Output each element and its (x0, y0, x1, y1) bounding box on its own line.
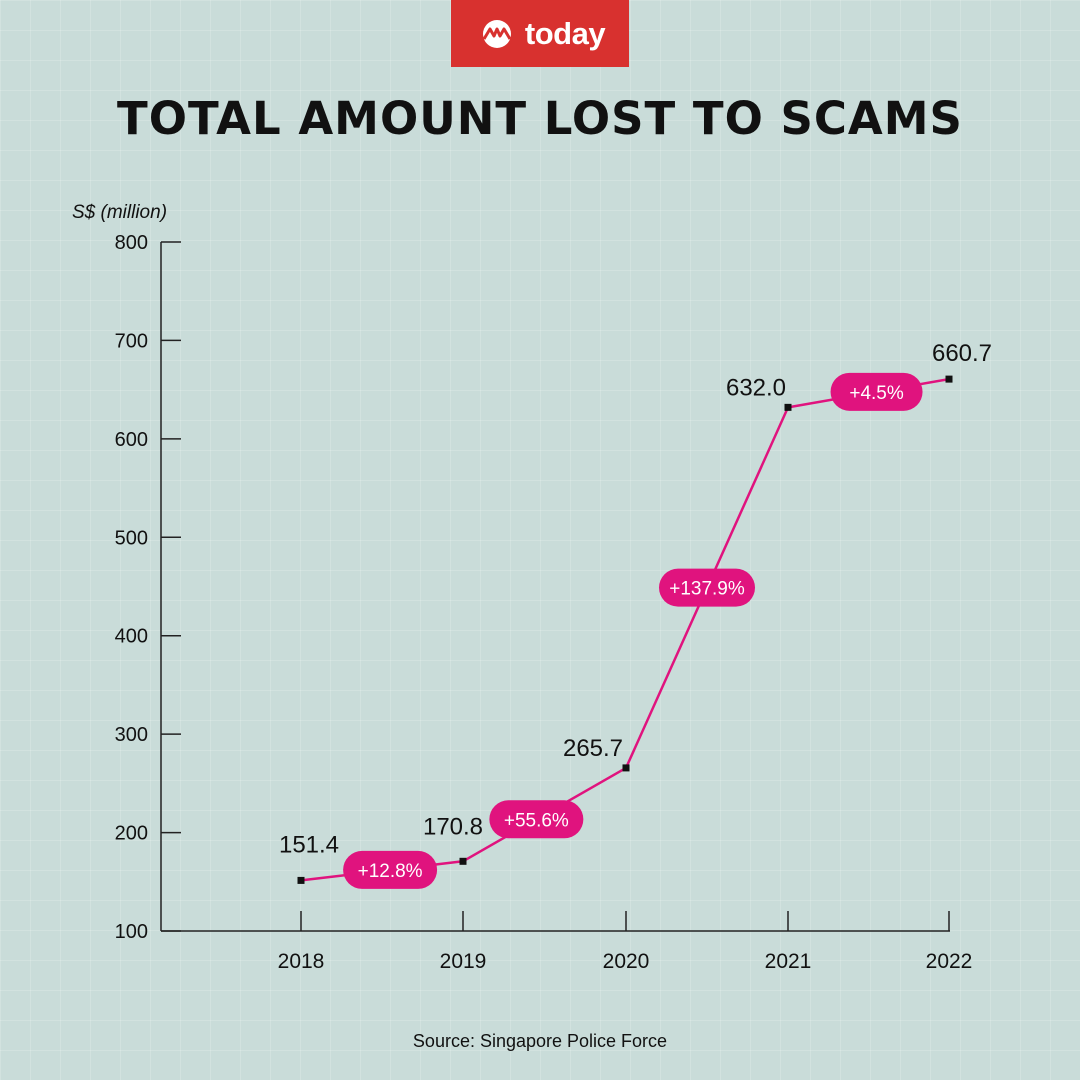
x-tick-label: 2020 (603, 950, 650, 973)
y-tick-label: 500 (115, 527, 148, 549)
data-value-label: 170.8 (423, 813, 483, 840)
brand-logo: today (451, 0, 629, 67)
x-tick-label: 2021 (765, 950, 812, 973)
y-tick-label: 300 (115, 724, 148, 746)
source-note: Source: Singapore Police Force (412, 1031, 668, 1051)
change-pill-label: +137.9% (669, 579, 745, 600)
series-line (300, 377, 950, 882)
data-value-label: 660.7 (932, 340, 992, 367)
x-tick-label: 2018 (278, 950, 325, 973)
data-point (459, 857, 467, 865)
y-tick-label: 700 (115, 330, 148, 352)
brand-name: today (524, 15, 606, 51)
data-value-label: 265.7 (563, 735, 623, 762)
change-pill (343, 850, 438, 889)
change-pill (489, 800, 584, 839)
change-pill-label: +12.8% (358, 861, 423, 882)
change-pill (830, 372, 923, 411)
y-tick-label: 100 (115, 921, 148, 943)
x-tick-label: 2019 (440, 950, 487, 973)
y-axis-label: S$ (million) (72, 202, 167, 223)
y-tick-label: 800 (115, 232, 148, 254)
change-pill-label: +55.6% (504, 810, 569, 831)
change-pill (659, 568, 755, 607)
data-value-label: 632.0 (726, 374, 786, 401)
y-tick-label: 200 (115, 823, 148, 845)
y-tick-label: 400 (115, 626, 148, 648)
y-tick-label: 600 (115, 429, 148, 451)
data-point (297, 876, 305, 884)
x-tick-label: 2022 (926, 950, 973, 973)
data-point (784, 403, 792, 411)
data-point (945, 375, 953, 383)
data-value-label: 151.4 (279, 831, 339, 858)
change-pill-label: +4.5% (849, 383, 904, 404)
brand-mark-icon (482, 19, 512, 48)
data-point (622, 764, 630, 772)
chart-title: TOTAL AMOUNT LOST TO SCAMS (117, 92, 963, 145)
